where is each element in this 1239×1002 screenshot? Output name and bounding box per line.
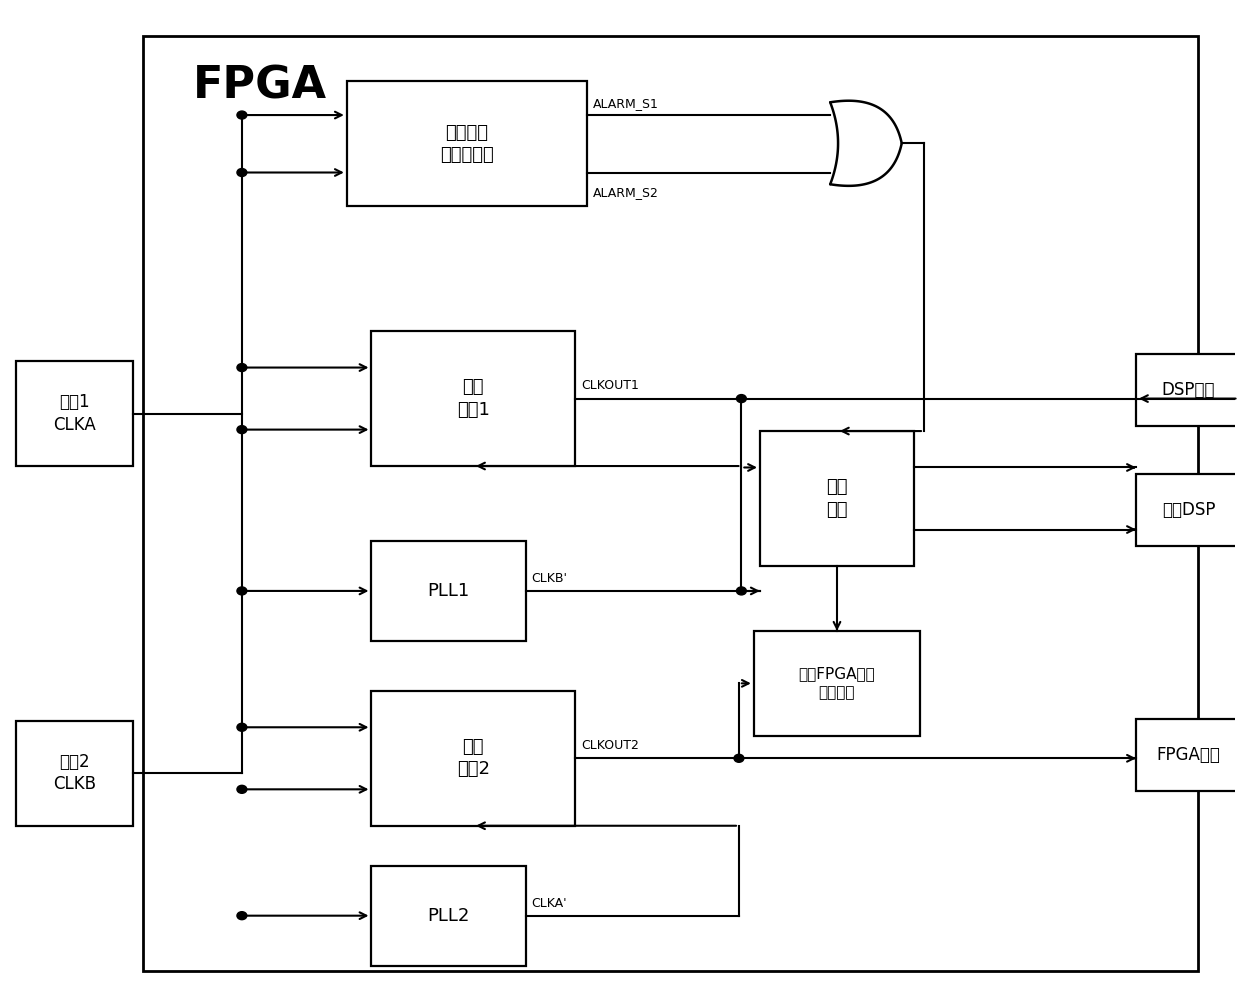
Bar bbox=[760, 431, 914, 566]
Circle shape bbox=[237, 723, 247, 731]
Bar bbox=[1136, 474, 1239, 546]
Bar bbox=[372, 690, 575, 826]
Text: 晶振2
CLKB: 晶振2 CLKB bbox=[53, 754, 97, 794]
Text: 复位FPGA其余
工作模块: 复位FPGA其余 工作模块 bbox=[799, 666, 875, 700]
Circle shape bbox=[736, 587, 746, 595]
Bar bbox=[372, 331, 575, 466]
Circle shape bbox=[237, 587, 247, 595]
Text: 复位
模块: 复位 模块 bbox=[826, 478, 847, 519]
Text: PLL1: PLL1 bbox=[427, 582, 470, 600]
Text: CLKOUT2: CLKOUT2 bbox=[581, 738, 639, 752]
Text: 复位DSP: 复位DSP bbox=[1162, 501, 1215, 519]
Text: FPGA: FPGA bbox=[192, 65, 327, 108]
Circle shape bbox=[237, 364, 247, 372]
Circle shape bbox=[736, 395, 746, 403]
Circle shape bbox=[237, 426, 247, 434]
Bar bbox=[753, 631, 921, 735]
Text: PLL2: PLL2 bbox=[427, 907, 470, 925]
Text: 晶振1
CLKA: 晶振1 CLKA bbox=[53, 394, 97, 434]
Text: 时钟
切换1: 时钟 切换1 bbox=[457, 379, 489, 419]
Circle shape bbox=[237, 786, 247, 794]
Text: 时钟
切换2: 时钟 切换2 bbox=[457, 738, 489, 779]
Bar bbox=[372, 541, 525, 641]
Text: CLKB': CLKB' bbox=[532, 572, 567, 585]
Circle shape bbox=[237, 168, 247, 176]
Circle shape bbox=[237, 111, 247, 119]
Bar bbox=[347, 81, 587, 206]
Bar bbox=[144, 36, 1198, 971]
Bar bbox=[1136, 718, 1239, 791]
Circle shape bbox=[237, 912, 247, 920]
Text: CLKA': CLKA' bbox=[532, 897, 567, 910]
Bar bbox=[16, 361, 134, 466]
Bar bbox=[1136, 354, 1239, 426]
Text: CLKOUT1: CLKOUT1 bbox=[581, 379, 639, 392]
Text: 晶振时钟
互检测模块: 晶振时钟 互检测模块 bbox=[440, 123, 494, 164]
Text: FPGA时钟: FPGA时钟 bbox=[1156, 745, 1220, 764]
Text: DSP时钟: DSP时钟 bbox=[1162, 381, 1215, 399]
Bar bbox=[16, 720, 134, 826]
Bar bbox=[372, 866, 525, 966]
Text: ALARM_S2: ALARM_S2 bbox=[593, 186, 659, 199]
Circle shape bbox=[733, 755, 743, 763]
Text: ALARM_S1: ALARM_S1 bbox=[593, 96, 659, 109]
